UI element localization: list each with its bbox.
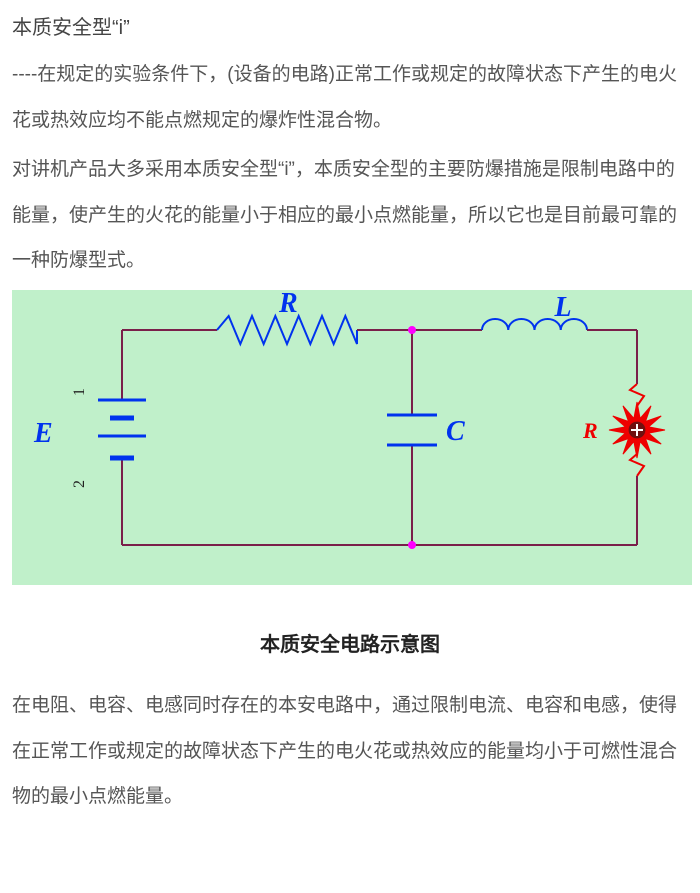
circuit-diagram: E R L C R 1 2 <box>12 290 692 585</box>
svg-text:L: L <box>554 292 572 323</box>
svg-text:E: E <box>33 418 53 449</box>
svg-text:2: 2 <box>71 480 88 488</box>
section-title: 本质安全型“i” <box>12 8 688 48</box>
svg-text:C: C <box>446 416 465 447</box>
svg-text:1: 1 <box>71 388 88 396</box>
paragraph-3: 在电阻、电容、电感同时存在的本安电路中，通过限制电流、电容和电感，使得在正常工作… <box>12 683 688 820</box>
svg-text:R: R <box>582 418 598 443</box>
svg-text:R: R <box>278 290 298 319</box>
paragraph-2: 对讲机产品大多采用本质安全型“i”，本质安全型的主要防爆措施是限制电路中的能量，… <box>12 147 688 284</box>
paragraph-1: ----在规定的实验条件下，(设备的电路)正常工作或规定的故障状态下产生的电火花… <box>12 52 688 143</box>
diagram-caption: 本质安全电路示意图 <box>12 625 688 665</box>
